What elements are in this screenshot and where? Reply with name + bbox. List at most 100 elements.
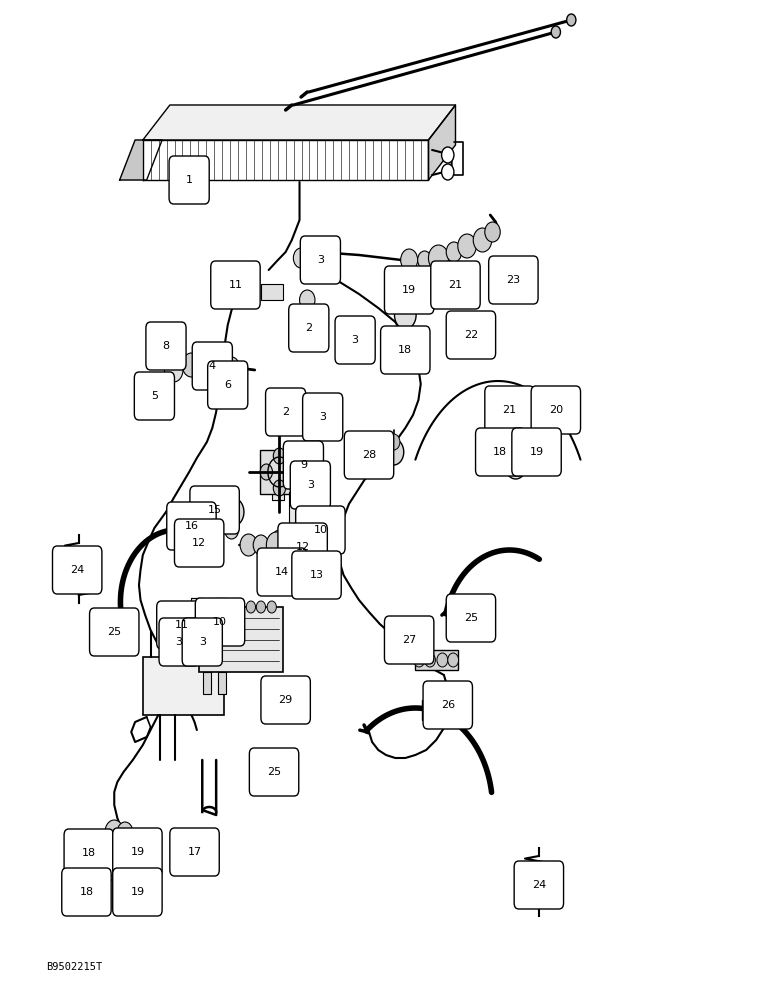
Circle shape [182, 353, 201, 377]
FancyBboxPatch shape [266, 388, 306, 436]
Circle shape [208, 352, 228, 378]
Text: 2: 2 [305, 323, 313, 333]
FancyBboxPatch shape [62, 868, 111, 916]
Text: 3: 3 [319, 412, 327, 422]
Circle shape [267, 601, 276, 613]
Bar [422, 700, 466, 720]
Bar [203, 672, 211, 694]
Bar [276, 390, 288, 430]
Circle shape [434, 703, 445, 717]
Text: 16: 16 [185, 521, 198, 531]
Circle shape [264, 762, 279, 782]
FancyBboxPatch shape [170, 828, 219, 876]
Circle shape [414, 653, 425, 667]
Text: 22: 22 [464, 330, 478, 340]
Bar [260, 450, 299, 494]
Circle shape [161, 341, 175, 359]
Circle shape [446, 242, 462, 262]
Text: 24: 24 [70, 565, 84, 575]
Polygon shape [143, 105, 455, 140]
Text: 8: 8 [162, 341, 170, 351]
Circle shape [208, 515, 224, 535]
FancyBboxPatch shape [211, 261, 260, 309]
Circle shape [401, 249, 418, 271]
Circle shape [260, 464, 273, 480]
Text: 11: 11 [229, 280, 242, 290]
Circle shape [501, 411, 521, 437]
Circle shape [551, 26, 560, 38]
Circle shape [423, 703, 434, 717]
FancyBboxPatch shape [157, 601, 206, 649]
Circle shape [224, 601, 233, 613]
FancyBboxPatch shape [292, 551, 341, 599]
Text: 3: 3 [351, 335, 359, 345]
Bar [199, 607, 283, 672]
FancyBboxPatch shape [335, 316, 375, 364]
Circle shape [458, 234, 476, 258]
Circle shape [428, 245, 449, 271]
Circle shape [273, 480, 286, 496]
Text: 21: 21 [503, 405, 516, 415]
Circle shape [473, 228, 492, 252]
Circle shape [485, 222, 500, 242]
Text: 17: 17 [188, 847, 201, 857]
FancyBboxPatch shape [431, 261, 480, 309]
Circle shape [222, 498, 244, 526]
Circle shape [294, 533, 311, 555]
FancyBboxPatch shape [113, 828, 162, 876]
FancyBboxPatch shape [384, 266, 434, 314]
FancyBboxPatch shape [278, 523, 327, 571]
FancyBboxPatch shape [261, 676, 310, 724]
Circle shape [246, 601, 256, 613]
Circle shape [528, 418, 550, 446]
FancyBboxPatch shape [476, 428, 525, 476]
Text: 18: 18 [82, 848, 96, 858]
Bar [261, 284, 283, 300]
FancyBboxPatch shape [283, 441, 323, 489]
Text: 10: 10 [313, 525, 327, 535]
FancyBboxPatch shape [289, 304, 329, 352]
Circle shape [384, 439, 404, 465]
Circle shape [107, 842, 122, 862]
Bar [272, 460, 284, 500]
Circle shape [290, 523, 304, 541]
Circle shape [224, 627, 236, 643]
Circle shape [204, 627, 216, 643]
Text: 15: 15 [208, 505, 222, 515]
Text: B9502215T: B9502215T [46, 962, 103, 972]
FancyBboxPatch shape [296, 506, 345, 554]
Text: 5: 5 [151, 391, 158, 401]
FancyBboxPatch shape [446, 594, 496, 642]
FancyBboxPatch shape [514, 861, 564, 909]
Circle shape [273, 448, 286, 464]
Circle shape [442, 147, 454, 163]
FancyBboxPatch shape [249, 748, 299, 796]
FancyBboxPatch shape [485, 386, 534, 434]
FancyBboxPatch shape [512, 428, 561, 476]
Circle shape [388, 434, 400, 450]
FancyBboxPatch shape [169, 156, 209, 204]
FancyBboxPatch shape [64, 829, 113, 877]
Text: 18: 18 [493, 447, 507, 457]
Bar [191, 598, 203, 638]
Text: 25: 25 [107, 627, 121, 637]
Polygon shape [143, 140, 428, 180]
Text: 19: 19 [130, 847, 144, 857]
Text: 18: 18 [398, 345, 412, 355]
Bar [214, 598, 226, 638]
FancyBboxPatch shape [303, 393, 343, 441]
Circle shape [442, 164, 454, 180]
FancyBboxPatch shape [52, 546, 102, 594]
Bar [415, 650, 458, 670]
FancyBboxPatch shape [167, 502, 216, 550]
Bar [218, 672, 226, 694]
Circle shape [454, 703, 465, 717]
Text: 14: 14 [275, 567, 289, 577]
Circle shape [117, 822, 133, 842]
Text: 13: 13 [310, 570, 323, 580]
FancyBboxPatch shape [192, 342, 232, 390]
Circle shape [214, 627, 226, 643]
Circle shape [306, 530, 324, 554]
Circle shape [283, 680, 301, 704]
FancyBboxPatch shape [423, 681, 472, 729]
